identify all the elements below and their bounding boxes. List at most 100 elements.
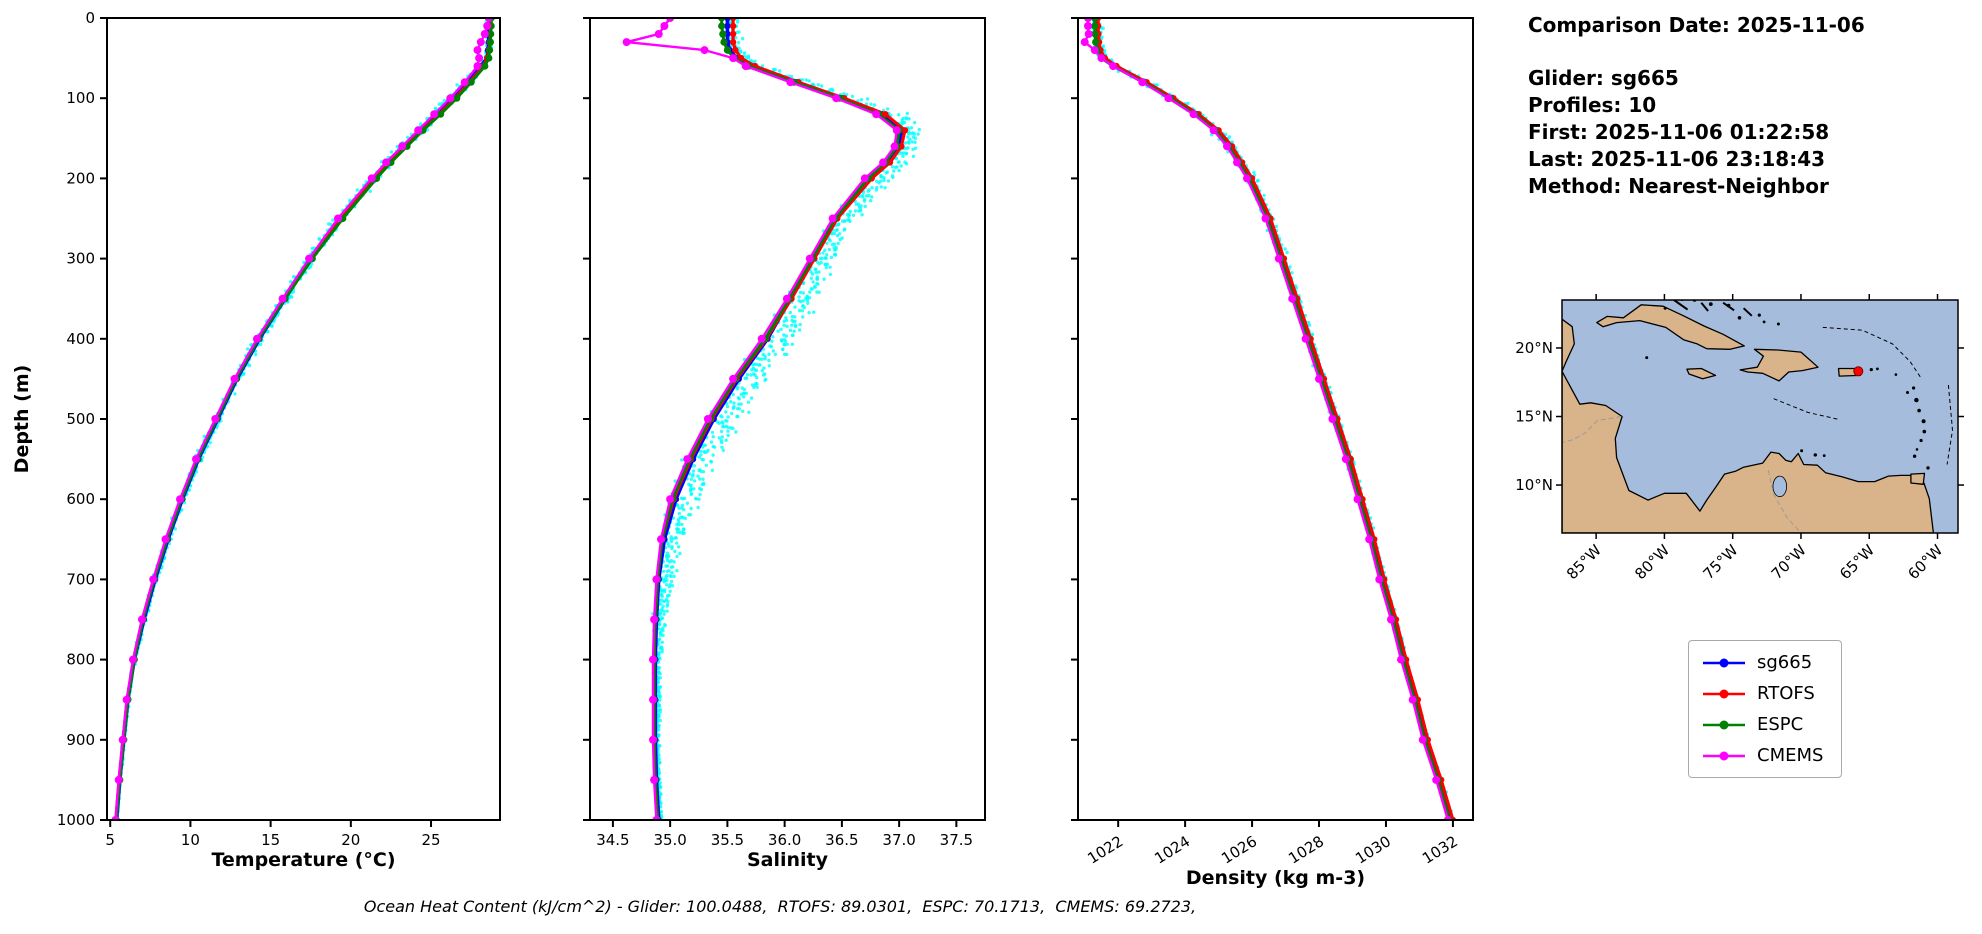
legend-line-cmems-icon	[1703, 751, 1745, 760]
scatter-glider-raw	[115, 18, 494, 819]
legend-item-rtofs: RTOFS	[1701, 683, 1823, 704]
ylabel-depth: Depth (m)	[11, 365, 33, 474]
glider-location-marker	[1853, 366, 1864, 377]
svg-text:10: 10	[181, 831, 200, 849]
svg-text:1024: 1024	[1151, 832, 1193, 868]
last-profile-time-text: Last: 2025-11-06 23:18:43	[1528, 147, 1826, 171]
svg-text:0: 0	[85, 9, 95, 27]
series-ESPC	[112, 18, 495, 820]
ocean-heat-content-caption: Ocean Heat Content (kJ/cm^2) - Glider: 1…	[363, 897, 1197, 916]
svg-text:70°W: 70°W	[1768, 541, 1810, 583]
svg-text:15°N: 15°N	[1515, 408, 1553, 426]
series-sg665	[652, 18, 905, 820]
chart-density: 1022 1024 1026 1028 1030 1032 Density (kg m-3)	[1071, 17, 1474, 889]
svg-text:85°W: 85°W	[1563, 541, 1605, 583]
svg-text:20°N: 20°N	[1515, 339, 1553, 357]
svg-text:10°N: 10°N	[1515, 476, 1553, 494]
svg-text:37.5: 37.5	[940, 831, 973, 849]
country-border	[1562, 416, 1622, 443]
scatter-glider-raw	[1090, 18, 1454, 820]
svg-text:35.0: 35.0	[653, 831, 686, 849]
svg-text:37.0: 37.0	[882, 831, 915, 849]
legend-item-sg665: sg665	[1701, 652, 1823, 673]
info-gap	[1528, 39, 1865, 65]
tick-labels-salinity: 34.5 35.0 35.5 36.0 36.5 37.0 37.5	[596, 831, 973, 849]
svg-text:300: 300	[66, 250, 95, 268]
series-CMEMS	[111, 18, 493, 820]
xlabel-salinity: Salinity	[747, 849, 829, 871]
legend-line-sg665-icon	[1703, 658, 1745, 667]
svg-text:1022: 1022	[1084, 832, 1126, 868]
scatter-glider-raw	[651, 18, 921, 820]
xlabel-temperature: Temperature (°C)	[211, 849, 395, 871]
chart-salinity: 34.5 35.0 35.5 36.0 36.5 37.0 37.5 Salinity	[583, 17, 986, 871]
bahamas-coast	[1700, 302, 1709, 312]
legend-label-rtofs: RTOFS	[1757, 683, 1815, 704]
svg-text:900: 900	[66, 731, 95, 749]
svg-text:65°W: 65°W	[1836, 541, 1878, 583]
legend-item-cmems: CMEMS	[1701, 745, 1823, 766]
svg-text:34.5: 34.5	[596, 831, 629, 849]
legend-item-espc: ESPC	[1701, 714, 1823, 735]
maritime-boundary-dashed	[1946, 384, 1954, 465]
lake-maracaibo	[1772, 475, 1788, 498]
svg-text:1028: 1028	[1285, 832, 1327, 868]
legend: sg665 RTOFS ESPC CMEMS	[1688, 640, 1843, 778]
maritime-boundary-dashed	[1773, 398, 1838, 420]
glider-name-text: Glider: sg665	[1528, 66, 1679, 90]
svg-text:25: 25	[421, 831, 440, 849]
plot-area-salinity	[622, 18, 921, 820]
series-RTOFS	[650, 18, 909, 820]
method-text: Method: Nearest-Neighbor	[1528, 174, 1829, 198]
plot-area-density	[1080, 18, 1457, 820]
svg-text:5: 5	[105, 831, 115, 849]
profiles-count-text: Profiles: 10	[1528, 93, 1657, 117]
axes-density	[1071, 17, 1474, 827]
legend-label-cmems: CMEMS	[1757, 745, 1824, 766]
svg-text:600: 600	[66, 490, 95, 508]
tick-labels-density: 1022 1024 1026 1028 1030 1032	[1084, 832, 1461, 868]
comparison-date-text: Comparison Date: 2025-11-06	[1528, 13, 1865, 37]
series-ESPC	[650, 18, 903, 820]
series-sg665	[1093, 18, 1455, 820]
map-area	[1562, 300, 1958, 533]
svg-text:500: 500	[66, 410, 95, 428]
svg-text:1026: 1026	[1218, 832, 1260, 868]
svg-text:1030: 1030	[1352, 832, 1394, 868]
small-islands	[1645, 300, 1930, 470]
series-sg665	[113, 18, 492, 820]
series-RTOFS	[112, 18, 494, 820]
axes-salinity	[583, 17, 986, 827]
maritime-boundary-dashed	[1822, 326, 1922, 379]
svg-text:15: 15	[261, 831, 280, 849]
plot-area-temperature	[111, 18, 495, 820]
svg-text:36.5: 36.5	[825, 831, 858, 849]
svg-text:35.5: 35.5	[711, 831, 744, 849]
xlabel-density: Density (kg m-3)	[1186, 867, 1365, 889]
svg-text:75°W: 75°W	[1700, 541, 1742, 583]
series-RTOFS	[1094, 18, 1457, 820]
svg-text:36.0: 36.0	[768, 831, 801, 849]
chart-temperature: 5 10 15 20 25 0 100 200 300 400 500 600 700 800 900 100…	[11, 9, 501, 871]
series-CMEMS	[622, 18, 901, 820]
map-ticks	[1556, 294, 1964, 539]
bahamas-coast	[1722, 301, 1735, 312]
info-panel: Comparison Date: 2025-11-06 Glider: sg66…	[1528, 12, 1865, 200]
svg-text:1000: 1000	[57, 811, 95, 829]
legend-line-espc-icon	[1703, 720, 1745, 729]
svg-text:60°W: 60°W	[1904, 541, 1946, 583]
tick-labels-temperature: 5 10 15 20 25 0 100 200 300 400 500 600 700 800 900 100…	[57, 9, 441, 849]
series-CMEMS	[1080, 18, 1452, 820]
svg-text:700: 700	[66, 570, 95, 588]
caribbean-map: 20°N 15°N 10°N 85°W 80°W 75°W 70°W 65°W 60°W	[1515, 294, 1964, 583]
legend-label-sg665: sg665	[1757, 652, 1813, 673]
svg-text:400: 400	[66, 330, 95, 348]
bahamas-coast	[1742, 307, 1753, 317]
svg-text:20: 20	[341, 831, 360, 849]
svg-text:100: 100	[66, 89, 95, 107]
legend-label-espc: ESPC	[1757, 714, 1804, 735]
svg-text:800: 800	[66, 651, 95, 669]
svg-text:200: 200	[66, 169, 95, 187]
